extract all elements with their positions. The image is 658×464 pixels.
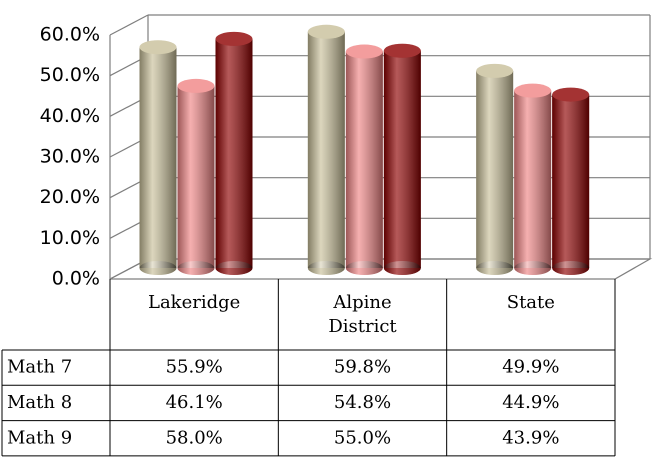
bar: [552, 87, 590, 275]
bar-top: [307, 24, 345, 39]
value-label: 55.9%: [166, 357, 223, 378]
bar-shade: [307, 31, 345, 268]
bar-top: [476, 63, 514, 78]
grid-line: [109, 14, 149, 36]
value-label: 46.1%: [166, 392, 223, 413]
bar: [215, 31, 253, 275]
value-label: 58.0%: [166, 427, 223, 448]
bar-top-shade: [307, 24, 345, 39]
bar-shade: [383, 50, 421, 268]
bar-top-shade: [139, 40, 177, 55]
bar-bottom-shade: [552, 261, 590, 275]
value-label: 49.9%: [502, 357, 559, 378]
bar-shade: [177, 85, 215, 268]
bar: [139, 40, 177, 275]
y-tick-label: 50.0%: [40, 64, 100, 86]
bar-bottom-shade: [307, 261, 345, 275]
bar-top: [177, 78, 215, 93]
bar-bottom-shade: [383, 261, 421, 275]
bar-top: [514, 83, 552, 98]
bar-bottom-shade: [177, 261, 215, 275]
bar: [307, 24, 345, 275]
category-label: Alpine District: [328, 292, 397, 337]
value-label: 43.9%: [502, 427, 559, 448]
bar-bottom-shade: [476, 261, 514, 275]
bar-shade: [215, 38, 253, 269]
series-label: Math 8: [7, 392, 72, 413]
value-label: 59.8%: [334, 357, 391, 378]
bar-top-shade: [345, 44, 383, 59]
category-label: Lakeridge: [148, 292, 240, 313]
series-label: Math 9: [7, 427, 72, 448]
value-label: 55.0%: [334, 427, 391, 448]
bar-top-shade: [514, 83, 552, 98]
bar: [476, 63, 514, 275]
y-tick-label: 60.0%: [40, 24, 100, 46]
bar-top-shade: [552, 87, 590, 102]
bar-shade: [552, 94, 590, 268]
y-tick-label: 30.0%: [40, 146, 100, 168]
bar-shade: [514, 90, 552, 269]
y-tick-label: 20.0%: [40, 186, 100, 208]
bar-top: [345, 44, 383, 59]
bar-top-shade: [215, 31, 253, 46]
bar-bottom-shade: [514, 261, 552, 275]
bar-bottom-shade: [215, 261, 253, 275]
bar-top: [139, 40, 177, 55]
bar-top-shade: [177, 78, 215, 93]
bar: [177, 78, 215, 275]
bar-bottom-shade: [345, 261, 383, 275]
bar-shade: [139, 47, 177, 268]
bar-top-shade: [383, 43, 421, 58]
y-tick-label: 0.0%: [52, 268, 100, 290]
y-tick-label: 40.0%: [40, 105, 100, 127]
bar: [345, 44, 383, 275]
bar-top-shade: [476, 63, 514, 78]
bar-top: [383, 43, 421, 58]
bar-shade: [345, 51, 383, 268]
bar-top: [552, 87, 590, 102]
bar: [514, 83, 552, 275]
category-label: State: [507, 292, 555, 313]
series-label: Math 7: [7, 357, 72, 378]
bar-shade: [476, 70, 514, 269]
bar-bottom-shade: [139, 261, 177, 275]
bar-top: [215, 31, 253, 46]
value-label: 54.8%: [334, 392, 391, 413]
value-label: 44.9%: [502, 392, 559, 413]
bar: [383, 43, 421, 275]
y-tick-label: 10.0%: [40, 227, 100, 249]
